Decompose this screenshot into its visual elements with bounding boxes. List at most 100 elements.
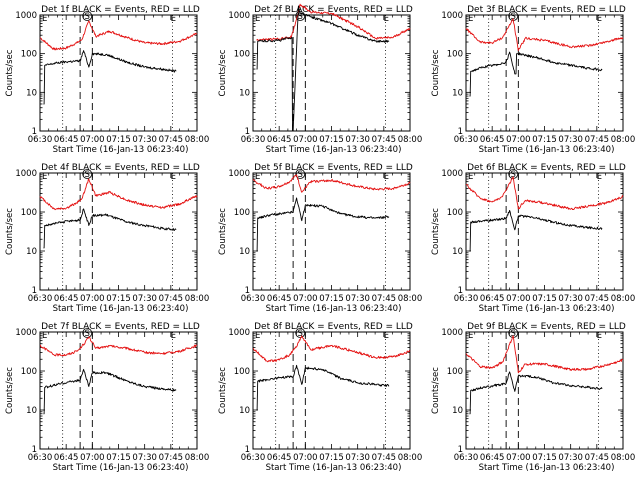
x-tick-label: 06:30 — [28, 453, 53, 463]
x-tick-label: 07:45 — [159, 453, 184, 463]
x-tick-label: 07:15 — [106, 135, 131, 145]
marker-s-circle — [82, 328, 93, 338]
marker-e-right: E — [384, 172, 389, 182]
x-tick-label: 07:45 — [159, 294, 184, 304]
x-axis-label: Start Time (16-Jan-13 06:23:40) — [266, 145, 402, 155]
x-tick-label: 07:15 — [319, 453, 344, 463]
marker-e-right: E — [597, 331, 602, 341]
y-tick-label: 10 — [452, 247, 463, 257]
marker-s: S — [511, 170, 516, 180]
x-axis-label: Start Time (16-Jan-13 06:23:40) — [53, 304, 189, 314]
x-tick-label: 08:00 — [398, 453, 423, 463]
y-tick-label: 10 — [239, 88, 250, 98]
lld-series-line — [252, 174, 411, 193]
x-tick-label: 06:45 — [480, 453, 505, 463]
y-tick-label: 1 — [458, 286, 463, 296]
x-tick-label: 06:30 — [28, 135, 53, 145]
y-tick-label: 100 — [447, 208, 463, 218]
panel-5: Det 5f BLACK = Events, RED = LLD 1 10 100 10… — [218, 163, 422, 314]
marker-s: S — [85, 170, 90, 180]
y-tick-label: 1000 — [15, 11, 37, 21]
x-tick-label: 06:45 — [54, 453, 79, 463]
x-tick-label: 07:30 — [345, 135, 370, 145]
marker-s: S — [511, 329, 516, 339]
x-tick-label: 07:00 — [80, 453, 105, 463]
x-tick-label: 06:30 — [28, 294, 53, 304]
lld-series-line — [256, 3, 411, 42]
y-axis-label: Counts/sec — [218, 208, 228, 255]
y-tick-label: 1 — [458, 445, 463, 455]
x-axis-label: Start Time (16-Jan-13 06:23:40) — [479, 304, 615, 314]
plot-frame — [465, 172, 624, 291]
y-tick-label: 1 — [245, 127, 250, 137]
x-tick-label: 07:45 — [585, 135, 610, 145]
x-tick-label: 07:45 — [585, 453, 610, 463]
y-tick-label: 1 — [245, 286, 250, 296]
y-tick-label: 1000 — [228, 11, 250, 21]
marker-s-circle — [295, 328, 306, 338]
x-tick-label: 06:30 — [241, 453, 266, 463]
x-tick-label: 06:30 — [241, 294, 266, 304]
marker-e-left: E — [468, 331, 473, 341]
x-tick-label: 06:45 — [267, 294, 292, 304]
panel-1: Det 1f BLACK = Events, RED = LLD 1 10 100 10… — [5, 5, 209, 155]
marker-e-left: E — [468, 172, 473, 182]
y-tick-label: 10 — [26, 247, 37, 257]
x-tick-label: 07:30 — [558, 135, 583, 145]
lld-series-line — [39, 178, 198, 211]
marker-s-circle — [82, 11, 93, 21]
marker-s: S — [298, 329, 303, 339]
x-tick-label: 07:30 — [558, 294, 583, 304]
marker-s: S — [85, 12, 90, 22]
marker-e-right: E — [171, 14, 176, 24]
x-tick-label: 06:30 — [241, 135, 266, 145]
y-tick-label: 100 — [234, 50, 250, 60]
x-tick-label: 07:30 — [345, 294, 370, 304]
x-tick-label: 07:00 — [506, 135, 531, 145]
y-tick-label: 100 — [447, 367, 463, 377]
marker-s: S — [298, 170, 303, 180]
x-tick-label: 07:00 — [506, 294, 531, 304]
y-tick-label: 1 — [458, 127, 463, 137]
x-tick-label: 06:45 — [480, 135, 505, 145]
x-tick-label: 06:45 — [54, 294, 79, 304]
panel-7: Det 7f BLACK = Events, RED = LLD 1 10 100 10… — [5, 322, 209, 473]
x-tick-label: 07:15 — [106, 453, 131, 463]
x-tick-label: 07:45 — [372, 453, 397, 463]
x-tick-label: 07:15 — [532, 453, 557, 463]
y-tick-label: 100 — [21, 367, 37, 377]
x-tick-label: 07:45 — [372, 294, 397, 304]
x-tick-label: 06:30 — [454, 294, 479, 304]
x-tick-label: 07:00 — [506, 453, 531, 463]
panel-8: Det 8f BLACK = Events, RED = LLD 1 10 100 10… — [218, 322, 422, 473]
y-tick-label: 100 — [447, 50, 463, 60]
marker-e-right: E — [171, 331, 176, 341]
x-tick-label: 07:45 — [585, 294, 610, 304]
lld-series-line — [39, 20, 198, 51]
y-tick-label: 10 — [452, 88, 463, 98]
y-tick-label: 1000 — [15, 169, 37, 179]
y-tick-label: 100 — [234, 367, 250, 377]
y-tick-label: 100 — [21, 50, 37, 60]
x-tick-label: 08:00 — [611, 453, 636, 463]
plot-frame — [465, 331, 624, 450]
x-tick-label: 07:45 — [159, 135, 184, 145]
y-tick-label: 10 — [239, 247, 250, 257]
marker-e-right: E — [384, 14, 389, 24]
events-series-line — [256, 5, 390, 132]
lld-series-line — [465, 335, 624, 374]
x-tick-label: 08:00 — [611, 135, 636, 145]
x-axis-label: Start Time (16-Jan-13 06:23:40) — [53, 145, 189, 155]
marker-s: S — [85, 329, 90, 339]
y-tick-label: 1000 — [441, 328, 463, 338]
lld-series-line — [40, 336, 198, 357]
y-tick-label: 100 — [234, 208, 250, 218]
marker-s-circle — [295, 169, 306, 179]
panel-3: Det 3f BLACK = Events, RED = LLD 1 10 100 10… — [431, 5, 635, 155]
x-tick-label: 06:45 — [267, 453, 292, 463]
x-tick-label: 07:30 — [345, 453, 370, 463]
y-axis-label: Counts/sec — [5, 367, 15, 414]
panel-title: Det 1f BLACK = Events, RED = LLD — [41, 5, 200, 15]
plot-frame — [252, 331, 411, 450]
